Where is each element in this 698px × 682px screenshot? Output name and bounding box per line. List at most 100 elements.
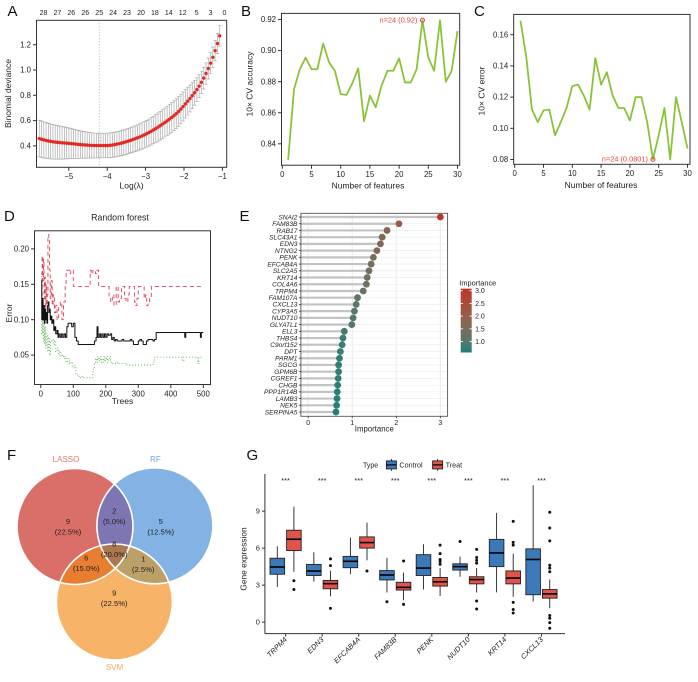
svg-text:LAMB3: LAMB3 [276, 396, 298, 403]
svg-text:SGCG: SGCG [278, 362, 297, 369]
svg-text:−3: −3 [141, 172, 150, 181]
svg-text:0.10: 0.10 [14, 315, 30, 324]
svg-text:Trees: Trees [112, 396, 133, 406]
svg-text:12: 12 [179, 10, 187, 17]
svg-text:(22.5%): (22.5%) [101, 599, 128, 608]
svg-text:0.86: 0.86 [261, 108, 276, 117]
svg-text:DPT: DPT [284, 349, 298, 356]
svg-text:0.8: 0.8 [20, 91, 31, 100]
svg-text:***: *** [391, 476, 400, 485]
svg-text:−2: −2 [180, 172, 189, 181]
svg-text:−1: −1 [218, 172, 227, 181]
svg-text:5: 5 [541, 169, 546, 178]
svg-text:(2.5%): (2.5%) [132, 565, 155, 574]
svg-text:***: *** [354, 476, 363, 485]
svg-text:***: *** [281, 476, 290, 485]
svg-text:30: 30 [453, 170, 462, 179]
svg-text:5: 5 [159, 517, 163, 526]
svg-text:300: 300 [132, 390, 146, 399]
svg-text:G: G [247, 447, 259, 464]
svg-text:COL4A6: COL4A6 [272, 282, 298, 289]
svg-text:KRT14: KRT14 [277, 275, 298, 282]
svg-text:(12.5%): (12.5%) [147, 527, 174, 536]
svg-text:15: 15 [597, 169, 606, 178]
svg-text:CHGB: CHGB [278, 382, 298, 389]
svg-text:(20.0%): (20.0%) [101, 550, 128, 559]
svg-text:CGREF1: CGREF1 [271, 376, 298, 383]
svg-text:18: 18 [151, 10, 159, 17]
svg-text:C9orf152: C9orf152 [270, 342, 297, 349]
svg-text:100: 100 [67, 390, 81, 399]
svg-text:(5.0%): (5.0%) [103, 517, 126, 526]
svg-text:Binomial deviance: Binomial deviance [3, 59, 13, 128]
svg-text:CYP3A5: CYP3A5 [272, 308, 298, 315]
svg-text:6: 6 [256, 544, 260, 553]
svg-text:ELL3: ELL3 [282, 329, 298, 336]
svg-text:Type: Type [363, 462, 378, 469]
svg-text:E: E [240, 208, 250, 225]
svg-text:23: 23 [123, 10, 131, 17]
svg-text:3.0: 3.0 [475, 288, 485, 295]
svg-text:C: C [474, 3, 485, 20]
svg-text:SERPINA5: SERPINA5 [265, 409, 298, 416]
svg-text:8: 8 [112, 540, 116, 549]
svg-text:RF: RF [150, 455, 161, 464]
svg-text:B: B [241, 3, 251, 20]
svg-text:EFCAB4A: EFCAB4A [267, 261, 298, 268]
svg-text:0.12: 0.12 [493, 93, 508, 102]
svg-text:20: 20 [137, 10, 145, 17]
svg-text:0.08: 0.08 [493, 155, 508, 164]
svg-text:25: 25 [95, 10, 103, 17]
svg-text:(15.0%): (15.0%) [73, 564, 100, 573]
svg-text:2.5: 2.5 [475, 301, 485, 308]
svg-text:Importance: Importance [355, 425, 394, 434]
svg-text:A: A [8, 3, 18, 20]
svg-text:26: 26 [67, 10, 75, 17]
svg-text:(22.5%): (22.5%) [55, 527, 82, 536]
svg-text:SVM: SVM [106, 663, 124, 672]
svg-text:0.4: 0.4 [20, 142, 32, 151]
svg-text:27: 27 [54, 10, 62, 17]
svg-text:***: *** [427, 476, 436, 485]
svg-text:0: 0 [256, 618, 260, 627]
svg-text:30: 30 [683, 169, 692, 178]
svg-text:SLC2A5: SLC2A5 [273, 268, 298, 275]
svg-text:NTNG2: NTNG2 [275, 248, 298, 255]
svg-text:20: 20 [395, 170, 404, 179]
svg-text:Gene expression: Gene expression [238, 527, 248, 591]
svg-text:26: 26 [81, 10, 89, 17]
svg-text:9: 9 [112, 589, 116, 598]
svg-text:0.6: 0.6 [20, 116, 31, 125]
svg-text:0: 0 [306, 420, 310, 427]
svg-text:10: 10 [568, 169, 577, 178]
svg-text:0.20: 0.20 [14, 245, 30, 254]
svg-text:15: 15 [366, 170, 375, 179]
svg-text:0.10: 0.10 [493, 124, 509, 133]
svg-text:20: 20 [626, 169, 635, 178]
svg-text:5: 5 [309, 170, 314, 179]
svg-text:0.14: 0.14 [493, 62, 509, 71]
svg-text:NEK5: NEK5 [280, 403, 298, 410]
svg-text:***: *** [501, 476, 510, 485]
svg-text:SLC43A1: SLC43A1 [269, 235, 298, 242]
svg-text:2: 2 [394, 420, 398, 427]
svg-text:***: *** [537, 476, 546, 485]
svg-text:Treat: Treat [446, 460, 463, 469]
svg-text:FAM83B: FAM83B [272, 221, 298, 228]
svg-text:0.16: 0.16 [493, 30, 508, 39]
svg-text:25: 25 [424, 170, 433, 179]
svg-text:Log(λ): Log(λ) [120, 181, 144, 191]
svg-text:GPM6B: GPM6B [274, 369, 298, 376]
svg-text:1: 1 [141, 555, 145, 564]
svg-text:PARM1: PARM1 [275, 356, 298, 363]
svg-text:−5: −5 [64, 172, 74, 181]
svg-text:500: 500 [197, 390, 211, 399]
svg-text:3: 3 [438, 420, 442, 427]
svg-text:400: 400 [164, 390, 178, 399]
svg-text:1.5: 1.5 [475, 326, 485, 333]
svg-text:14: 14 [165, 10, 173, 17]
svg-text:200: 200 [99, 390, 113, 399]
svg-text:0: 0 [280, 170, 285, 179]
svg-text:1.0: 1.0 [20, 66, 32, 75]
svg-text:Control: Control [399, 460, 423, 469]
